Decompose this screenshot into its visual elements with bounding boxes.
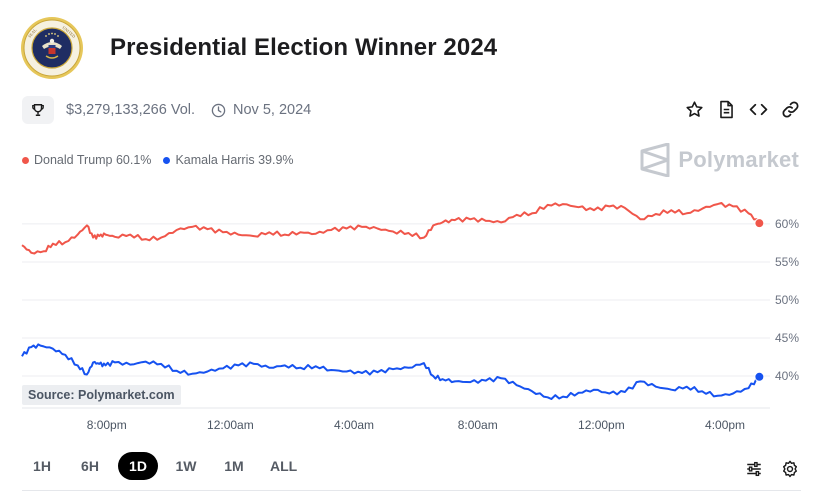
page-title: Presidential Election Winner 2024 [110,34,498,61]
polymarket-logo-icon [640,143,670,177]
date-text: Nov 5, 2024 [233,102,312,118]
time-range-selector: 1H 6H 1D 1W 1M ALL [22,452,305,480]
series-line-kamala-harris [21,343,760,400]
gear-icon [782,460,798,478]
star-icon [685,100,703,117]
legend-label: Kamala Harris 39.9% [175,153,294,167]
x-tick-label: 8:00pm [87,418,127,432]
market-actions [683,98,801,120]
range-button-6h[interactable]: 6H [81,458,99,474]
range-button-1m[interactable]: 1M [224,458,244,474]
end-date: Nov 5, 2024 [211,102,311,118]
y-tick-label: 45% [775,331,799,345]
range-button-1w[interactable]: 1W [175,458,197,474]
sliders-icon [747,461,761,477]
volume-text: $3,279,133,266 Vol. [66,102,196,118]
x-tick-label: 12:00am [207,418,254,432]
y-tick-label: 40% [775,369,799,383]
link-icon [782,101,798,117]
y-tick-label: 55% [775,255,799,269]
code-icon [749,103,767,115]
x-tick-label: 8:00am [458,418,498,432]
series-line-donald-trump [21,202,761,255]
trophy-button[interactable] [22,96,54,124]
bookmark-button[interactable] [683,98,705,120]
legend-item-trump: Donald Trump 60.1% [22,153,151,167]
rules-button[interactable] [715,98,737,120]
y-tick-label: 60% [775,217,799,231]
market-header: SEAL UNITED Presidential Election Winner… [20,16,497,80]
chart-tools [743,458,801,480]
embed-button[interactable] [747,98,769,120]
x-tick-label: 4:00pm [705,418,745,432]
chart-filter-button[interactable] [743,458,765,480]
presidential-seal-icon: SEAL UNITED [21,17,83,79]
y-tick-label: 50% [775,293,799,307]
range-button-1h[interactable]: 1H [33,458,51,474]
clock-icon [211,103,226,117]
polymarket-watermark: Polymarket [640,143,799,177]
copy-link-button[interactable] [779,98,801,120]
legend-item-harris: Kamala Harris 39.9% [163,153,294,167]
price-chart[interactable]: 60% 55% 50% 45% 40% 8:00pm 12:00am 4:00am 8:00a… [0,185,813,440]
x-tick-label: 12:00pm [578,418,625,432]
divider [22,490,801,491]
trophy-icon [32,104,44,116]
series-end-point [754,371,765,382]
source-label: Source: Polymarket.com [22,385,181,405]
market-meta: $3,279,133,266 Vol. Nov 5, 2024 [22,96,311,124]
svg-text:SEAL: SEAL [27,27,38,39]
series-end-point [754,218,765,229]
range-button-1d[interactable]: 1D [118,452,158,480]
chart-legend: Donald Trump 60.1% Kamala Harris 39.9% [22,153,306,167]
chart-settings-button[interactable] [779,458,801,480]
brand-name: Polymarket [678,147,799,172]
x-tick-label: 4:00am [334,418,374,432]
range-button-all[interactable]: ALL [270,458,298,474]
legend-dot [22,156,29,164]
document-icon [719,100,733,118]
legend-dot [163,156,171,164]
legend-label: Donald Trump 60.1% [34,153,152,167]
